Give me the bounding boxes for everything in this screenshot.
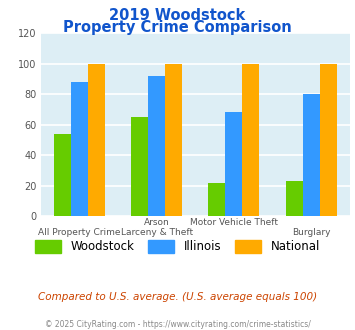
Bar	[54, 134, 71, 216]
Text: Larceny & Theft: Larceny & Theft	[121, 228, 193, 237]
Bar	[242, 63, 260, 216]
Text: Property Crime Comparison: Property Crime Comparison	[63, 20, 292, 35]
Bar	[131, 117, 148, 216]
Text: Compared to U.S. average. (U.S. average equals 100): Compared to U.S. average. (U.S. average …	[38, 292, 317, 302]
Text: Motor Vehicle Theft: Motor Vehicle Theft	[190, 218, 278, 227]
Text: 2019 Woodstock: 2019 Woodstock	[109, 8, 246, 23]
Text: Arson: Arson	[144, 218, 170, 227]
Legend: Woodstock, Illinois, National: Woodstock, Illinois, National	[30, 235, 325, 258]
Bar	[285, 181, 302, 216]
Bar	[88, 63, 105, 216]
Bar	[302, 94, 320, 216]
Text: All Property Crime: All Property Crime	[38, 228, 121, 237]
Bar	[320, 63, 337, 216]
Text: © 2025 CityRating.com - https://www.cityrating.com/crime-statistics/: © 2025 CityRating.com - https://www.city…	[45, 320, 310, 329]
Text: Burglary: Burglary	[292, 228, 330, 237]
Bar	[208, 182, 225, 216]
Bar	[165, 63, 182, 216]
Bar	[71, 82, 88, 216]
Bar	[148, 76, 165, 216]
Bar	[225, 112, 242, 216]
